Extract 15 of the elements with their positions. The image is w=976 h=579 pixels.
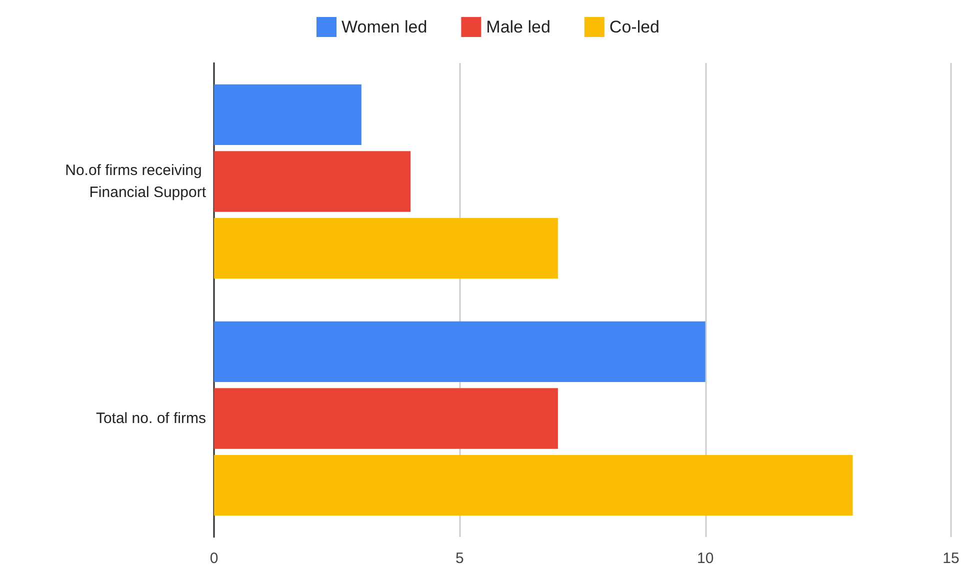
- bar: [214, 454, 853, 516]
- y-tick-label: Total no. of firms: [96, 410, 206, 427]
- bar: [214, 321, 706, 382]
- bar: [214, 84, 362, 146]
- legend-label: Women led: [341, 18, 428, 36]
- bar: [214, 151, 411, 212]
- bar: [214, 388, 558, 449]
- x-tick-label: 15: [942, 550, 960, 567]
- bar: [214, 218, 558, 279]
- x-tick-label: 0: [210, 550, 218, 567]
- legend-label: Co-led: [609, 18, 660, 36]
- legend-label: Male led: [486, 18, 550, 36]
- x-tick-label: 5: [455, 550, 464, 567]
- y-tick-label: No.of firms receiving Financial Support: [65, 162, 207, 201]
- x-tick-label: 10: [696, 550, 714, 567]
